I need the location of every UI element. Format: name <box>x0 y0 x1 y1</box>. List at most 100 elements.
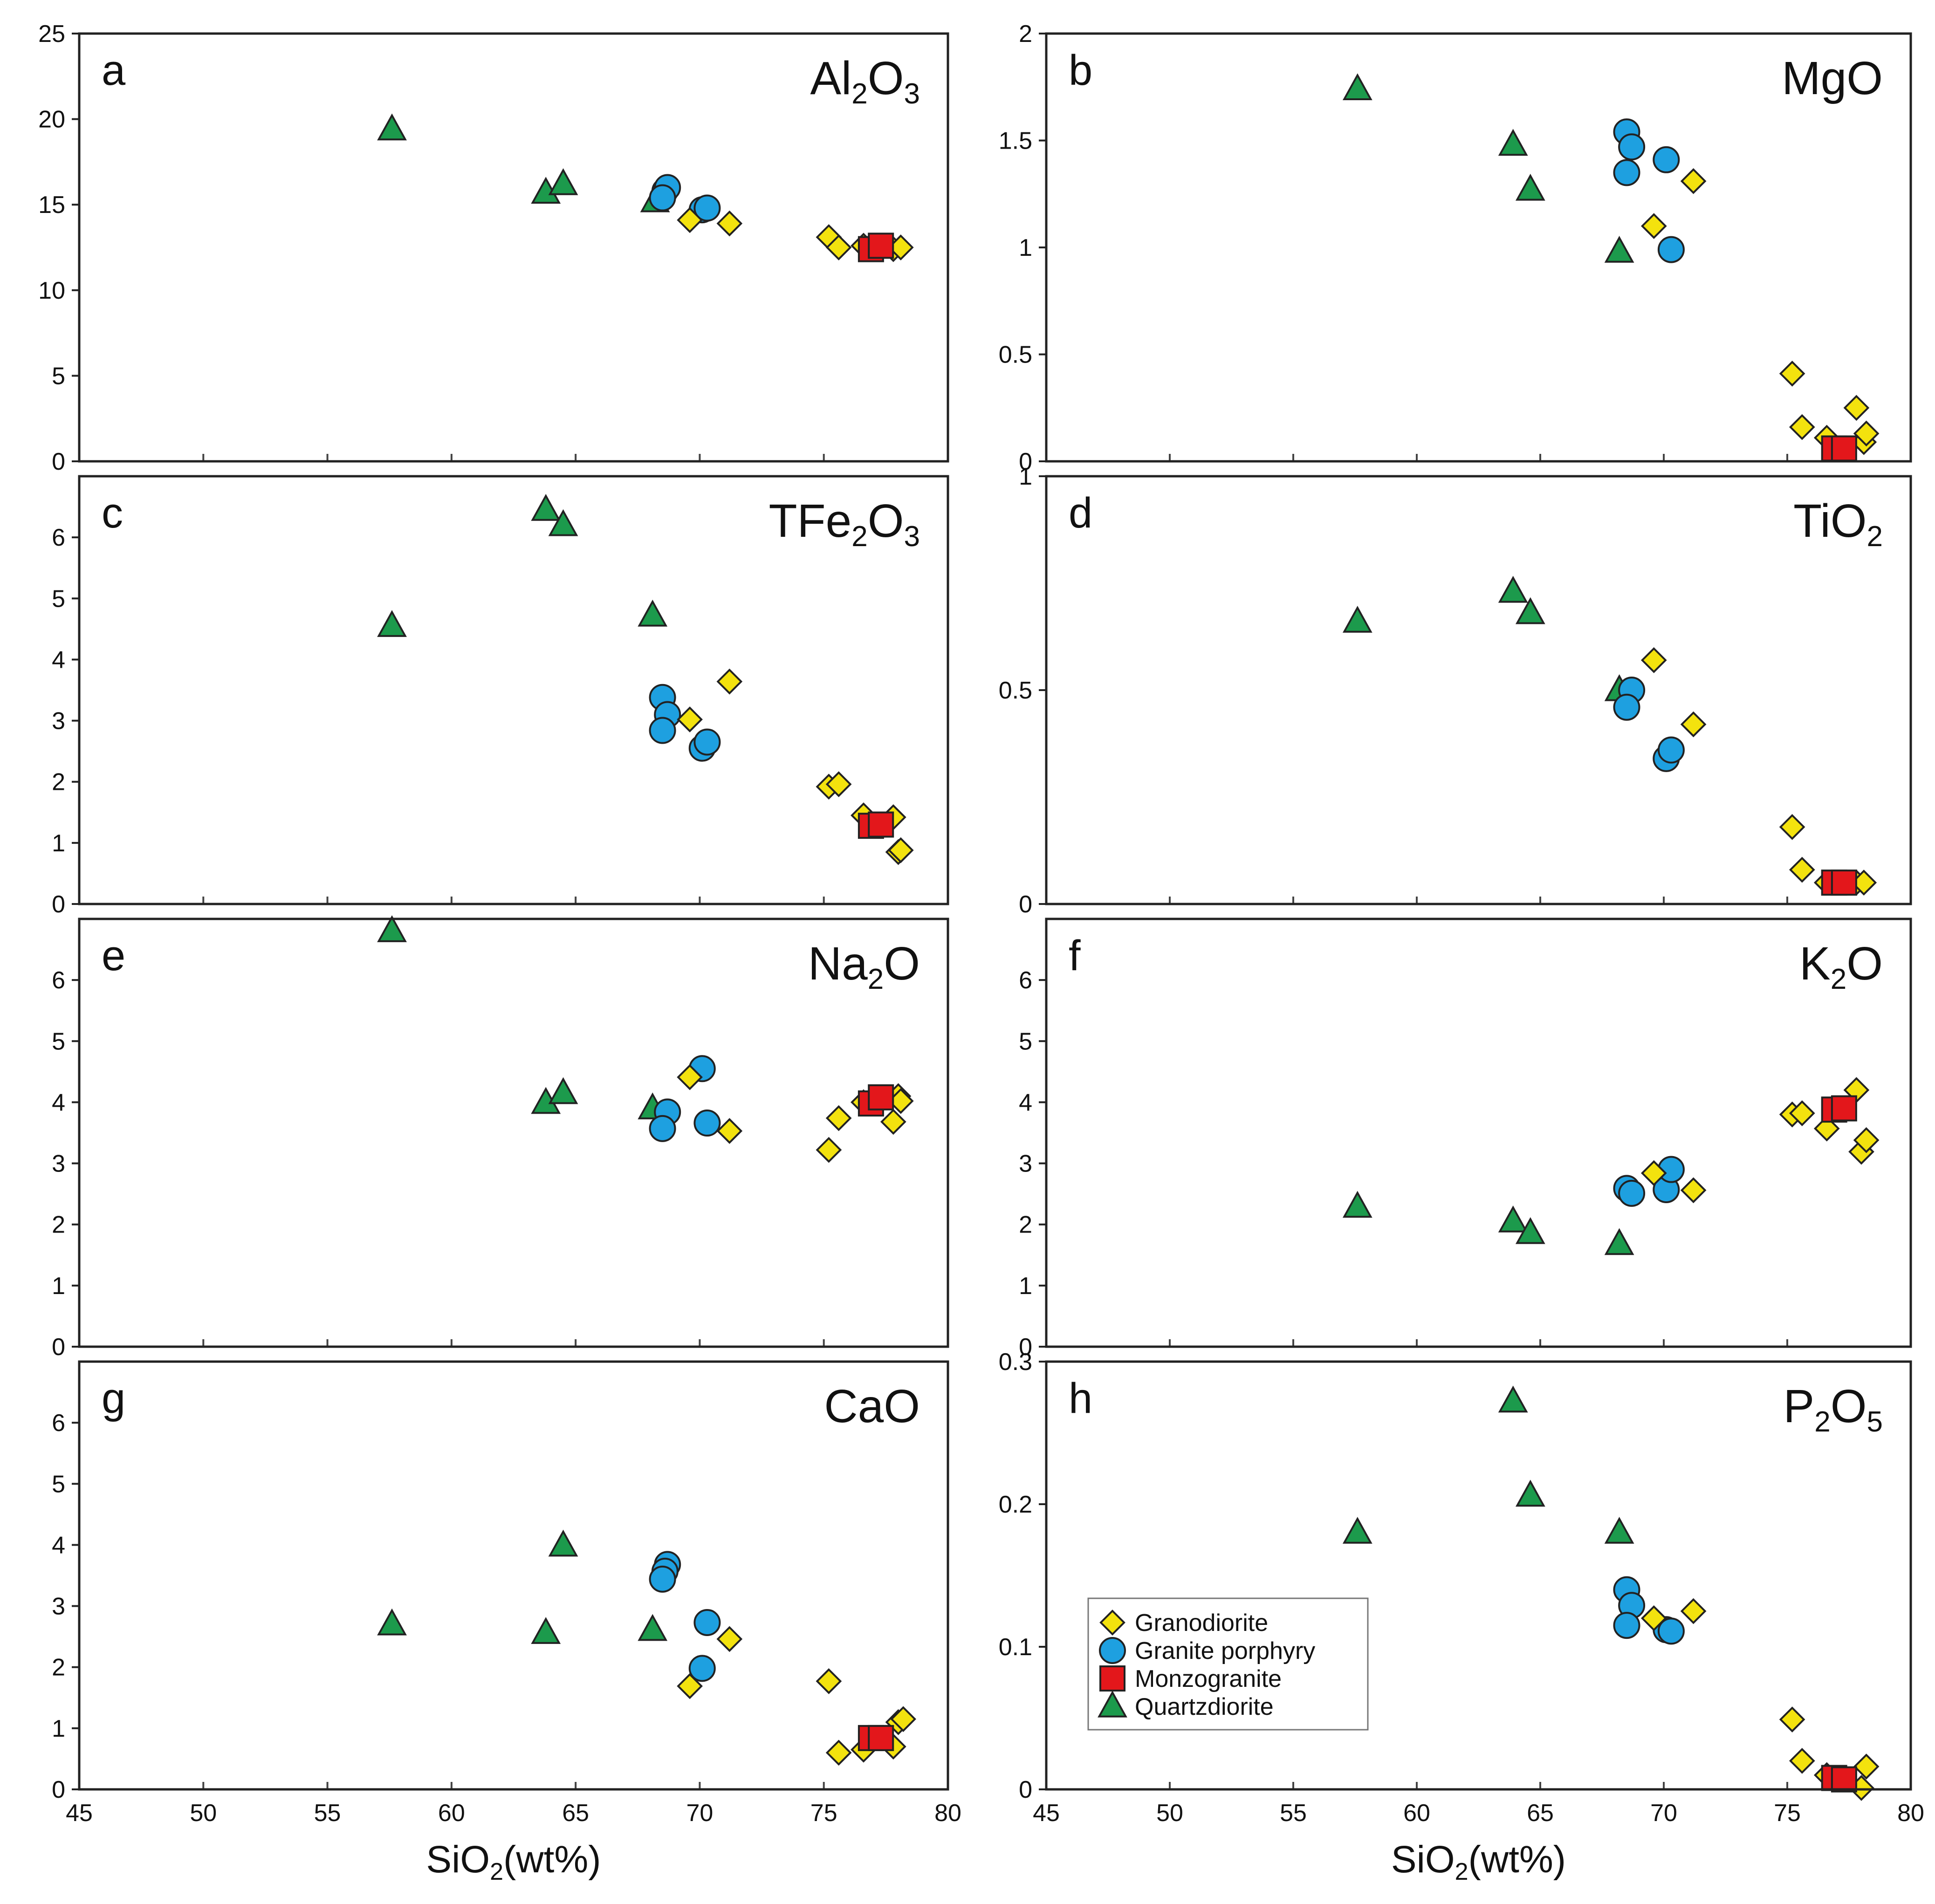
granodiorite-point <box>887 837 914 863</box>
series-monzogranite <box>1821 1765 1857 1793</box>
y-tick-label: 4 <box>52 1532 65 1559</box>
series-granite-porphyry <box>1613 1576 1685 1645</box>
granodiorite-point <box>1779 1706 1805 1733</box>
series-granodiorite <box>1640 168 1880 455</box>
plot-frame <box>78 1360 949 1791</box>
panel-title: Al2O3 <box>810 52 920 110</box>
legend-marker-circle <box>1099 1637 1126 1664</box>
panel-a: 0 5 10 15 20 25 a Al2O3 <box>38 21 949 475</box>
x-tick-label: 60 <box>438 1800 465 1827</box>
plot-frame <box>1045 32 1912 463</box>
granite-porphyry-point <box>693 1110 721 1137</box>
granite-porphyry-point <box>1618 133 1646 161</box>
granodiorite-point <box>1789 1100 1815 1126</box>
y-tick-label: 0 <box>1019 1334 1032 1361</box>
granite-porphyry-point <box>649 184 676 212</box>
panel-title: Na2O <box>808 938 920 995</box>
series-quartzdiorite <box>377 1529 668 1644</box>
granite-porphyry-point <box>1613 693 1640 721</box>
panel-letter: g <box>102 1375 125 1422</box>
monzogranite-point <box>868 1084 894 1110</box>
x-tick-label: 65 <box>562 1800 589 1827</box>
granite-porphyry-point <box>649 1565 676 1593</box>
x-axis-label-sub: 2 <box>1455 1858 1468 1885</box>
panel-title: TFe2O3 <box>769 495 920 553</box>
plot-frame <box>78 918 949 1348</box>
monzogranite-point <box>868 233 894 259</box>
title-text: K <box>1799 938 1831 990</box>
quartzdiorite-point <box>377 1608 407 1636</box>
legend-box <box>1087 1597 1369 1731</box>
granite-porphyry-point <box>693 728 721 756</box>
granodiorite-point <box>1789 1747 1815 1774</box>
legend-item-quartzdiorite: Quartzdiorite <box>1098 1690 1274 1720</box>
plot-frame <box>1045 1360 1912 1791</box>
title-text: TFe <box>769 495 851 547</box>
granite-porphyry-point <box>1653 146 1680 173</box>
y-tick-label: 10 <box>38 277 65 304</box>
legend-label: Granodiorite <box>1135 1609 1268 1637</box>
panel-b: 0 0.5 1 1.5 2 b MgO <box>999 21 1912 475</box>
y-tick-label: 4 <box>52 1089 65 1116</box>
granite-porphyry-point <box>1657 736 1685 764</box>
y-tick-label: 0.5 <box>999 677 1032 704</box>
granodiorite-point <box>1779 814 1805 840</box>
x-axis-label: SiO2(wt%) <box>1391 1838 1566 1885</box>
title-text: Na <box>808 938 868 990</box>
x-tick-label: 65 <box>1527 1800 1554 1827</box>
legend-marker-diamond <box>1099 1609 1125 1636</box>
y-tick-label: 6 <box>52 1410 65 1437</box>
y-tick-label: 0 <box>52 891 65 918</box>
granodiorite-point <box>825 1740 852 1766</box>
series-quartzdiorite <box>1342 73 1634 263</box>
y-tick-label: 5 <box>52 363 65 390</box>
series-quartzdiorite <box>377 113 670 212</box>
granodiorite-point <box>1789 414 1815 440</box>
x-axis-label: SiO2(wt%) <box>426 1838 601 1885</box>
granodiorite-point <box>1813 1115 1840 1142</box>
y-tick-label: 3 <box>1019 1151 1032 1178</box>
y-tick-label: 1 <box>1019 463 1032 490</box>
legend-marker-square <box>1099 1665 1125 1692</box>
panel-title: MgO <box>1782 52 1883 104</box>
y-tick-label: 0 <box>52 1334 65 1361</box>
series-monzogranite <box>858 1725 894 1751</box>
y-tick-label: 3 <box>52 1593 65 1620</box>
y-tick-label: 3 <box>52 708 65 735</box>
legend-marker-triangle <box>1098 1690 1127 1718</box>
granodiorite-point <box>816 1668 842 1694</box>
title-subscript: 2 <box>1814 1406 1830 1438</box>
granodiorite-point <box>716 1118 743 1144</box>
series-granite-porphyry <box>1613 677 1685 772</box>
x-axis-label-main: SiO <box>426 1838 490 1881</box>
panel-letter: h <box>1069 1375 1092 1422</box>
y-tick-label: 2 <box>1019 21 1032 48</box>
y-tick-label: 5 <box>1019 1028 1032 1055</box>
quartzdiorite-point <box>638 1614 668 1641</box>
title-subscript: 2 <box>1831 963 1846 995</box>
x-axis-label-tail: (wt%) <box>1468 1838 1566 1881</box>
legend-label: Quartzdiorite <box>1135 1693 1274 1720</box>
y-tick-label: 2 <box>52 1654 65 1681</box>
granodiorite-point <box>1680 711 1707 738</box>
y-tick-label: 0 <box>52 1776 65 1803</box>
y-tick-label: 6 <box>1019 967 1032 994</box>
legend-label: Granite porphyry <box>1135 1637 1315 1664</box>
quartzdiorite-point <box>531 1617 561 1644</box>
x-tick-label: 75 <box>1774 1800 1801 1827</box>
x-tick-label: 50 <box>1156 1800 1183 1827</box>
series-monzogranite <box>1821 1095 1857 1123</box>
granodiorite-point <box>1640 647 1667 673</box>
plot-frame <box>1045 918 1912 1348</box>
granodiorite-point <box>1680 1177 1707 1204</box>
series-quartzdiorite <box>377 915 668 1120</box>
granodiorite-point <box>1640 213 1667 239</box>
granodiorite-point <box>1853 1753 1880 1780</box>
panel-title: P2O5 <box>1784 1380 1883 1438</box>
series-granite-porphyry <box>649 1055 721 1142</box>
quartzdiorite-point <box>548 168 578 195</box>
y-tick-label: 0 <box>1019 448 1032 475</box>
panel-d: 0 0.5 1 d TiO2 <box>999 463 1912 918</box>
